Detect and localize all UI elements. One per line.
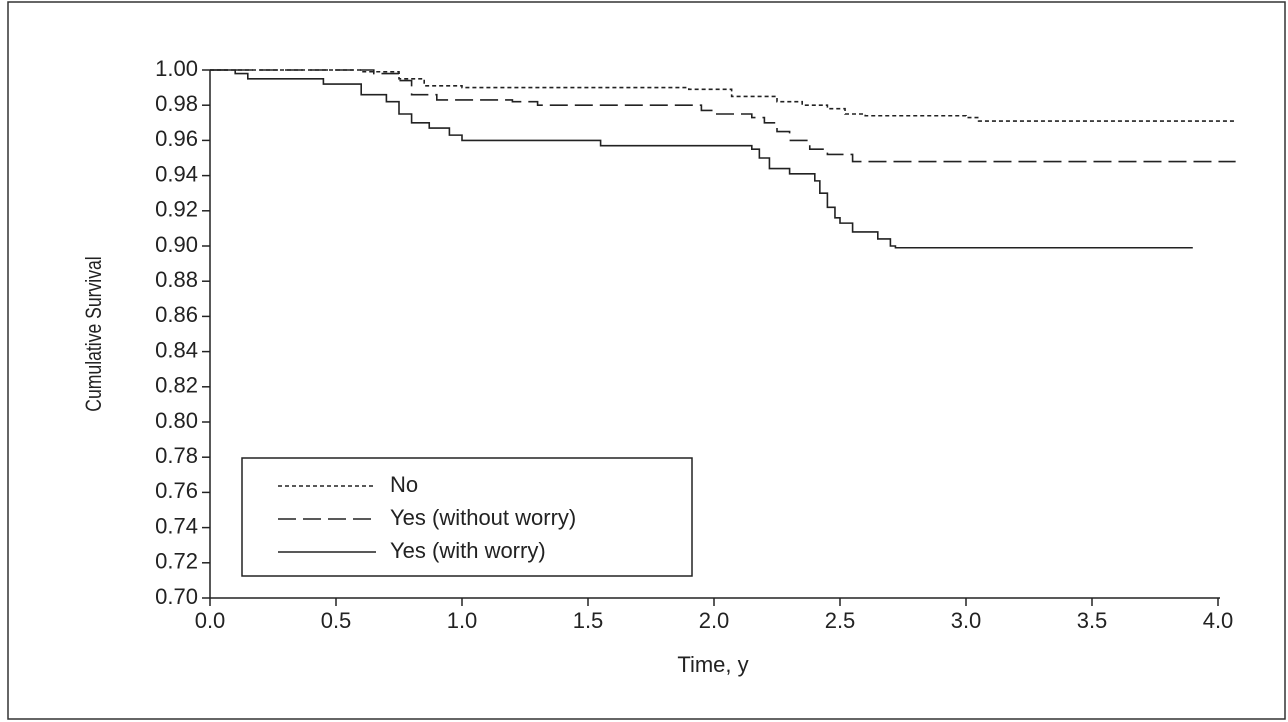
x-tick-label: 1.5 [573, 608, 604, 633]
y-axis-label: Cumulative Survival [82, 256, 106, 411]
survival-line [210, 69, 1193, 249]
x-tick-label: 2.0 [699, 608, 730, 633]
x-tick-label: 2.5 [825, 608, 856, 633]
survival-line [210, 69, 1236, 122]
y-tick-label: 0.82 [155, 373, 198, 398]
x-tick-label: 1.0 [447, 608, 478, 633]
legend-label: No [390, 472, 418, 497]
x-axis-label: Time, y [677, 652, 748, 677]
x-tick-label: 0.5 [321, 608, 352, 633]
survival-line [210, 69, 1236, 163]
y-tick-label: 0.98 [155, 91, 198, 116]
legend-label: Yes (with worry) [390, 538, 546, 563]
y-tick-label: 0.96 [155, 126, 198, 151]
y-tick-label: 0.94 [155, 161, 198, 186]
y-tick-label: 0.84 [155, 337, 198, 362]
x-tick-label: 0.0 [195, 608, 226, 633]
y-tick-label: 0.78 [155, 443, 198, 468]
y-tick-label: 0.76 [155, 478, 198, 503]
y-tick-label: 0.88 [155, 267, 198, 292]
y-tick-label: 0.86 [155, 302, 198, 327]
legend-label: Yes (without worry) [390, 505, 576, 530]
x-tick-label: 4.0 [1203, 608, 1234, 633]
x-tick-label: 3.0 [951, 608, 982, 633]
y-tick-label: 0.92 [155, 197, 198, 222]
x-tick-label: 3.5 [1077, 608, 1108, 633]
y-tick-label: 0.80 [155, 408, 198, 433]
frame [7, 1, 1286, 720]
y-tick-label: 0.72 [155, 549, 198, 574]
y-tick-label: 0.70 [155, 584, 198, 609]
y-tick-label: 0.74 [155, 513, 198, 538]
legend-box [241, 457, 693, 577]
y-tick-label: 1.00 [155, 56, 198, 81]
y-tick-label: 0.90 [155, 232, 198, 257]
